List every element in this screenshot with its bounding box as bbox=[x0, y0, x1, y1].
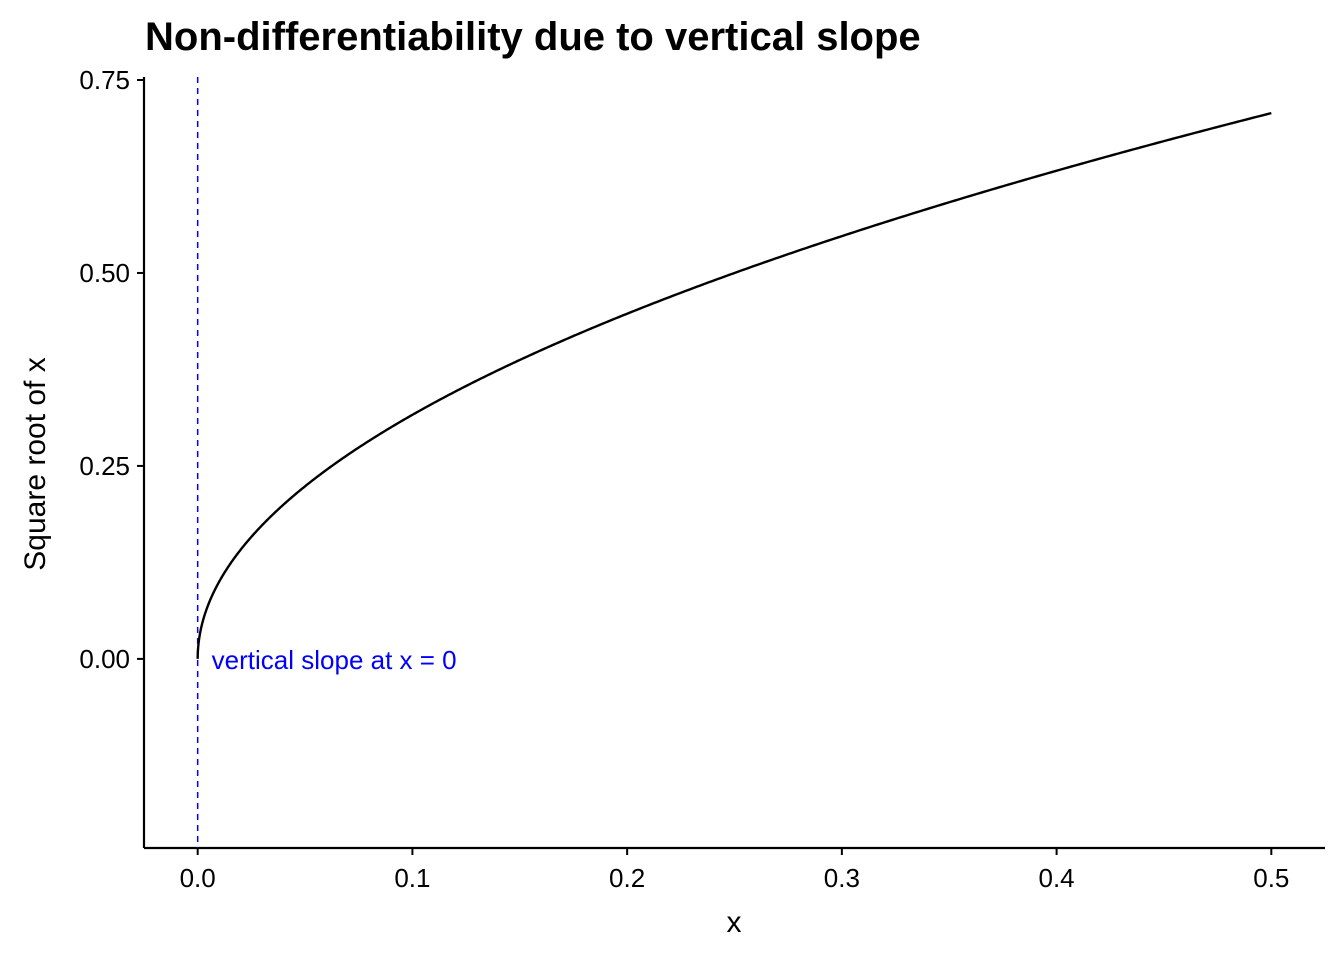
x-axis-label: x bbox=[727, 906, 742, 939]
x-tick-label: 0.5 bbox=[1253, 863, 1289, 893]
x-tick-label: 0.1 bbox=[394, 863, 430, 893]
y-tick-label: 0.50 bbox=[79, 258, 130, 288]
sqrt-curve bbox=[196, 111, 1272, 659]
y-tick-label: 0.75 bbox=[79, 65, 130, 95]
x-tick-label: 0.3 bbox=[824, 863, 860, 893]
y-tick-label: 0.25 bbox=[79, 451, 130, 481]
chart-title: Non-differentiability due to vertical sl… bbox=[145, 15, 921, 59]
x-tick-label: 0.4 bbox=[1039, 863, 1075, 893]
annotation-label: vertical slope at x = 0 bbox=[212, 645, 457, 675]
x-tick-label: 0.2 bbox=[609, 863, 645, 893]
x-tick-label: 0.0 bbox=[180, 863, 216, 893]
y-tick-label: 0.00 bbox=[79, 644, 130, 674]
y-axis-label: Square root of x bbox=[19, 357, 52, 570]
